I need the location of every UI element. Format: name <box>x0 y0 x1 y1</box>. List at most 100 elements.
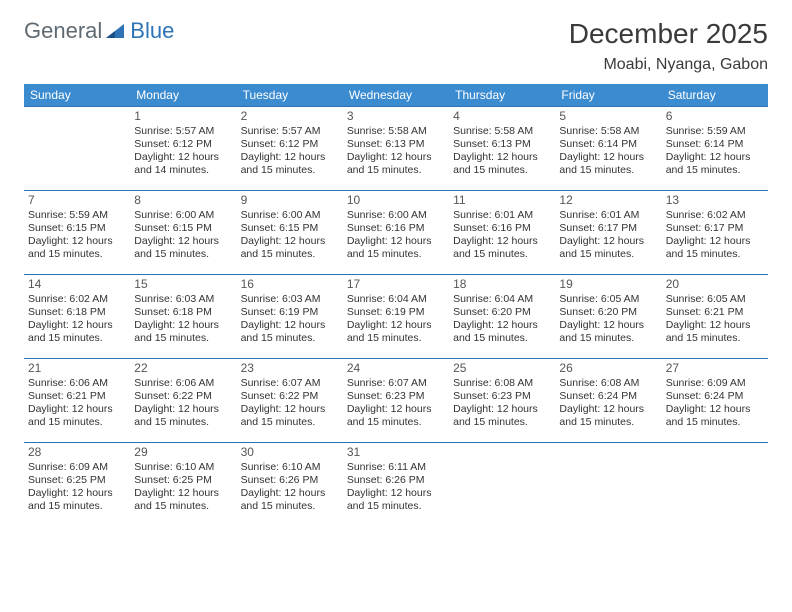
calendar-cell: 31 Sunrise: 6:11 AMSunset: 6:26 PMDayligh… <box>343 443 449 527</box>
calendar-cell: 17Sunrise: 6:04 AMSunset: 6:19 PMDayligh… <box>343 275 449 359</box>
day-number: 4 <box>453 109 551 123</box>
sunrise-line: Sunrise: 6:04 AM <box>453 293 551 306</box>
calendar-cell: 30Sunrise: 6:10 AMSunset: 6:26 PMDayligh… <box>237 443 343 527</box>
daylight-line: Daylight: 12 hours and 15 minutes. <box>347 151 445 177</box>
calendar-cell: 23Sunrise: 6:07 AMSunset: 6:22 PMDayligh… <box>237 359 343 443</box>
day-number: 15 <box>134 277 232 291</box>
calendar-cell: 25Sunrise: 6:08 AMSunset: 6:23 PMDayligh… <box>449 359 555 443</box>
sunset-line: Sunset: 6:15 PM <box>241 222 339 235</box>
day-number: 10 <box>347 193 445 207</box>
weekday-header: Monday <box>130 84 236 107</box>
sunrise-line: Sunrise: 6:08 AM <box>453 377 551 390</box>
sunset-line: Sunset: 6:19 PM <box>241 306 339 319</box>
sunset-line: Sunset: 6:26 PM <box>241 474 339 487</box>
daylight-line: Daylight: 12 hours and 15 minutes. <box>559 319 657 345</box>
calendar-cell: 24Sunrise: 6:07 AMSunset: 6:23 PMDayligh… <box>343 359 449 443</box>
sunset-line: Sunset: 6:16 PM <box>453 222 551 235</box>
daylight-line: Daylight: 12 hours and 15 minutes. <box>559 403 657 429</box>
logo-word-2: Blue <box>130 18 174 44</box>
weekday-header: Sunday <box>24 84 130 107</box>
calendar-cell: 19Sunrise: 6:05 AMSunset: 6:20 PMDayligh… <box>555 275 661 359</box>
sunset-line: Sunset: 6:18 PM <box>28 306 126 319</box>
calendar-cell: 12Sunrise: 6:01 AMSunset: 6:17 PMDayligh… <box>555 191 661 275</box>
sunrise-line: Sunrise: 5:57 AM <box>241 125 339 138</box>
sunset-line: Sunset: 6:12 PM <box>241 138 339 151</box>
sunset-line: Sunset: 6:24 PM <box>666 390 764 403</box>
calendar-cell: 8Sunrise: 6:00 AMSunset: 6:15 PMDaylight… <box>130 191 236 275</box>
calendar-cell: 26Sunrise: 6:08 AMSunset: 6:24 PMDayligh… <box>555 359 661 443</box>
sunset-line: Sunset: 6:14 PM <box>559 138 657 151</box>
page-title: December 2025 <box>569 18 768 50</box>
daylight-line: Daylight: 12 hours and 15 minutes. <box>241 151 339 177</box>
sunset-line: Sunset: 6:12 PM <box>134 138 232 151</box>
day-number: 24 <box>347 361 445 375</box>
sunset-line: Sunset: 6:18 PM <box>134 306 232 319</box>
sunrise-line: Sunrise: 5:59 AM <box>28 209 126 222</box>
location: Moabi, Nyanga, Gabon <box>569 56 768 74</box>
sunset-line: Sunset: 6:25 PM <box>28 474 126 487</box>
day-number: 3 <box>347 109 445 123</box>
calendar-cell: 22Sunrise: 6:06 AMSunset: 6:22 PMDayligh… <box>130 359 236 443</box>
sunrise-line: Sunrise: 5:58 AM <box>559 125 657 138</box>
day-number: 1 <box>134 109 232 123</box>
sunset-line: Sunset: 6:15 PM <box>28 222 126 235</box>
weekday-header: Tuesday <box>237 84 343 107</box>
sunrise-line: Sunrise: 6:03 AM <box>134 293 232 306</box>
logo-sail-icon <box>106 22 128 40</box>
day-number: 25 <box>453 361 551 375</box>
sunrise-line: Sunrise: 6:10 AM <box>241 461 339 474</box>
sunset-line: Sunset: 6:19 PM <box>347 306 445 319</box>
day-number: 17 <box>347 277 445 291</box>
daylight-line: Daylight: 12 hours and 15 minutes. <box>134 319 232 345</box>
calendar-cell: 6Sunrise: 5:59 AMSunset: 6:14 PMDaylight… <box>662 107 768 191</box>
sunset-line: Sunset: 6:13 PM <box>453 138 551 151</box>
day-number: 26 <box>559 361 657 375</box>
day-number: 31 <box>347 445 445 459</box>
sunset-line: Sunset: 6:23 PM <box>453 390 551 403</box>
sunrise-line: Sunrise: 6:07 AM <box>241 377 339 390</box>
sunrise-line: Sunrise: 6:00 AM <box>347 209 445 222</box>
daylight-line: Daylight: 12 hours and 15 minutes. <box>28 319 126 345</box>
sunset-line: Sunset: 6:17 PM <box>559 222 657 235</box>
sunrise-line: Sunrise: 5:57 AM <box>134 125 232 138</box>
calendar-table: SundayMondayTuesdayWednesdayThursdayFrid… <box>24 84 768 527</box>
daylight-line: Daylight: 12 hours and 14 minutes. <box>134 151 232 177</box>
day-number: 29 <box>134 445 232 459</box>
sunrise-line: Sunrise: 6:00 AM <box>134 209 232 222</box>
sunset-line: Sunset: 6:24 PM <box>559 390 657 403</box>
sunset-line: Sunset: 6:26 PM <box>347 474 445 487</box>
sunrise-line: Sunrise: 6:06 AM <box>134 377 232 390</box>
daylight-line: Daylight: 12 hours and 15 minutes. <box>28 487 126 513</box>
sunset-line: Sunset: 6:17 PM <box>666 222 764 235</box>
calendar-cell: 10Sunrise: 6:00 AMSunset: 6:16 PMDayligh… <box>343 191 449 275</box>
weekday-header: Wednesday <box>343 84 449 107</box>
sunrise-line: Sunrise: 6:05 AM <box>666 293 764 306</box>
daylight-line: Daylight: 12 hours and 15 minutes. <box>559 151 657 177</box>
sunrise-line: Sunrise: 6:07 AM <box>347 377 445 390</box>
sunrise-line: Sunrise: 6:02 AM <box>666 209 764 222</box>
weekday-header: Friday <box>555 84 661 107</box>
sunrise-line: Sunrise: 6:09 AM <box>666 377 764 390</box>
sunrise-line: Sunrise: 6:06 AM <box>28 377 126 390</box>
daylight-line: Daylight: 12 hours and 15 minutes. <box>241 319 339 345</box>
sunrise-line: Sunrise: 6:09 AM <box>28 461 126 474</box>
daylight-line: Daylight: 12 hours and 15 minutes. <box>241 235 339 261</box>
weekday-header: Thursday <box>449 84 555 107</box>
sunset-line: Sunset: 6:22 PM <box>241 390 339 403</box>
weekday-header: Saturday <box>662 84 768 107</box>
day-number: 19 <box>559 277 657 291</box>
day-number: 5 <box>559 109 657 123</box>
day-number: 22 <box>134 361 232 375</box>
sunrise-line: Sunrise: 5:58 AM <box>347 125 445 138</box>
day-number: 27 <box>666 361 764 375</box>
sunrise-line: Sunrise: 6:03 AM <box>241 293 339 306</box>
calendar-cell: 4Sunrise: 5:58 AMSunset: 6:13 PMDaylight… <box>449 107 555 191</box>
day-number: 14 <box>28 277 126 291</box>
daylight-line: Daylight: 12 hours and 15 minutes. <box>666 319 764 345</box>
daylight-line: Daylight: 12 hours and 15 minutes. <box>347 403 445 429</box>
sunrise-line: Sunrise: 6:11 AM <box>347 461 445 474</box>
sunrise-line: Sunrise: 6:02 AM <box>28 293 126 306</box>
calendar-cell: 18Sunrise: 6:04 AMSunset: 6:20 PMDayligh… <box>449 275 555 359</box>
daylight-line: Daylight: 12 hours and 15 minutes. <box>347 487 445 513</box>
day-number: 16 <box>241 277 339 291</box>
